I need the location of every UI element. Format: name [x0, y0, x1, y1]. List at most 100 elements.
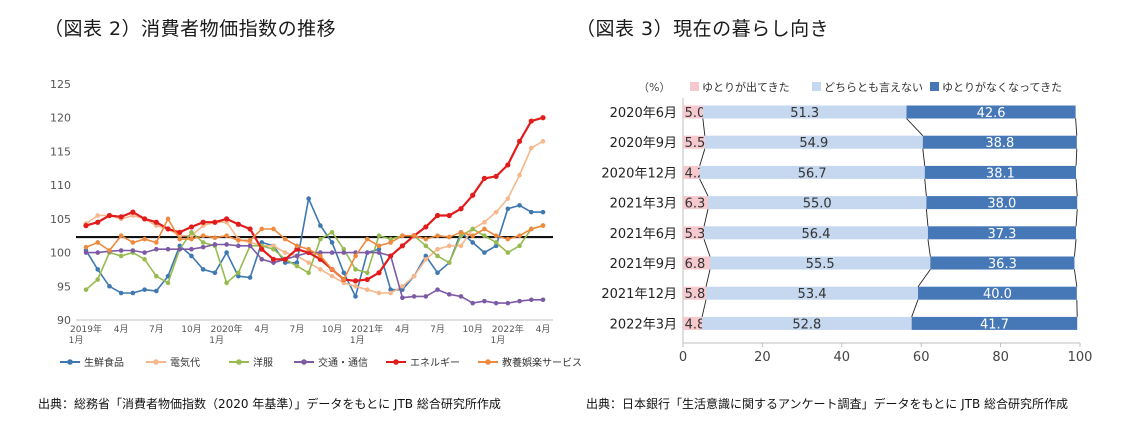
data-label: 36.3: [988, 257, 1017, 272]
x-tick-label: 40: [834, 350, 851, 365]
legend-swatch: [930, 82, 939, 91]
data-point: [106, 212, 113, 219]
bar-segment: [683, 256, 710, 270]
legend-swatch-marker: [485, 359, 491, 365]
data-point: [189, 246, 194, 252]
y-tick-label: 120: [50, 112, 71, 125]
legend-swatch-marker: [153, 359, 159, 365]
data-point: [329, 240, 335, 245]
legend-label: 洋服: [253, 356, 273, 369]
bar-segment: [699, 165, 925, 179]
series-connector-line: [1073, 239, 1077, 257]
bar-segment: [918, 286, 1077, 300]
data-point: [306, 249, 312, 256]
x-tick-label: 2020年: [211, 323, 243, 335]
data-point: [388, 290, 393, 296]
data-point: [435, 287, 440, 292]
data-point: [376, 250, 382, 255]
data-point: [376, 270, 382, 276]
data-point: [388, 240, 393, 245]
data-point: [153, 219, 159, 225]
data-point: [482, 226, 487, 232]
series-connector-line: [703, 208, 709, 227]
data-point: [212, 242, 218, 247]
data-point: [493, 243, 499, 249]
data-point: [259, 257, 265, 262]
x-tick-label: 0: [679, 350, 687, 365]
x-tick-label: 80: [992, 350, 1009, 365]
data-point: [329, 267, 335, 272]
data-point: [482, 233, 487, 239]
data-point: [212, 219, 218, 225]
category-label: 2021年12月: [601, 287, 677, 302]
x-tick-label: 2019年: [70, 323, 102, 335]
data-point: [458, 243, 464, 249]
data-point: [540, 139, 546, 144]
data-point: [318, 253, 323, 259]
x-tick-label: 100: [1068, 350, 1093, 365]
data-point: [318, 223, 323, 228]
data-point: [224, 250, 229, 255]
data-point: [516, 138, 523, 144]
data-point: [411, 273, 417, 279]
legend-label: 教養娯楽サービス: [502, 356, 582, 369]
data-point: [142, 250, 147, 255]
cpi-chart-panel: （図表 2）消費者物価指数の推移 90 95 100 105 110 115 120 125 2…: [0, 0, 582, 428]
series-connector-line: [906, 118, 924, 137]
x-tick-label: 1月: [350, 335, 365, 346]
data-point: [540, 297, 546, 303]
data-point: [400, 283, 405, 289]
data-point: [528, 118, 534, 124]
data-point: [517, 298, 522, 304]
data-point: [376, 290, 382, 296]
data-label: 40.0: [983, 287, 1012, 302]
data-point: [493, 233, 499, 239]
data-point: [83, 250, 89, 255]
legend-swatch-marker: [301, 359, 307, 365]
series-line: [85, 217, 544, 281]
data-point: [423, 243, 429, 249]
data-point: [165, 246, 171, 252]
data-label: 5.5: [685, 136, 706, 151]
data-point: [435, 246, 440, 252]
series-connector-line: [1075, 118, 1078, 136]
data-point: [329, 250, 335, 255]
data-label: 4.8: [685, 317, 706, 332]
legend-label: 交通・通信: [318, 356, 368, 369]
data-point: [189, 253, 194, 259]
data-point: [470, 300, 475, 306]
data-point: [411, 233, 417, 239]
data-point: [271, 226, 276, 232]
data-point: [294, 253, 300, 259]
data-point: [446, 243, 452, 249]
bar-segment: [906, 105, 1076, 119]
data-label: 38.0: [987, 197, 1016, 212]
data-point: [247, 243, 253, 249]
data-point: [505, 206, 511, 212]
data-label: 41.7: [980, 317, 1009, 332]
data-point: [118, 233, 124, 239]
data-label: 56.7: [798, 166, 827, 181]
data-point: [235, 221, 241, 227]
data-point: [400, 295, 405, 301]
category-label: 2021年3月: [610, 197, 677, 212]
cpi-chart-source: 出典：総務省「消費者物価指数（2020 年基準）」データをもとに JTB 総合研…: [38, 397, 501, 411]
data-point: [528, 145, 534, 151]
x-tick-label: 4月: [536, 324, 551, 335]
data-point: [188, 224, 195, 230]
x-tick-label: 10月: [322, 324, 342, 335]
category-label: 2021年6月: [610, 227, 677, 242]
data-point: [423, 253, 429, 259]
data-point: [434, 212, 441, 219]
data-label: 37.3: [988, 227, 1017, 242]
data-point: [376, 246, 382, 252]
data-point: [154, 246, 159, 252]
living-stacked-bar-chart: （%） ゆとりが出てきた どちらとも言えない ゆとりがなくなってきた 2020年6月 5.…: [601, 80, 1093, 365]
series-connector-line: [703, 239, 711, 257]
living-chart-panel: （図表 3）現在の暮らし向き （%） ゆとりが出てきた どちらとも言えない ゆとりがな…: [570, 0, 1146, 428]
data-point: [282, 256, 288, 262]
data-point: [236, 273, 241, 279]
data-point: [294, 243, 300, 249]
legend-swatch-marker: [393, 359, 399, 365]
